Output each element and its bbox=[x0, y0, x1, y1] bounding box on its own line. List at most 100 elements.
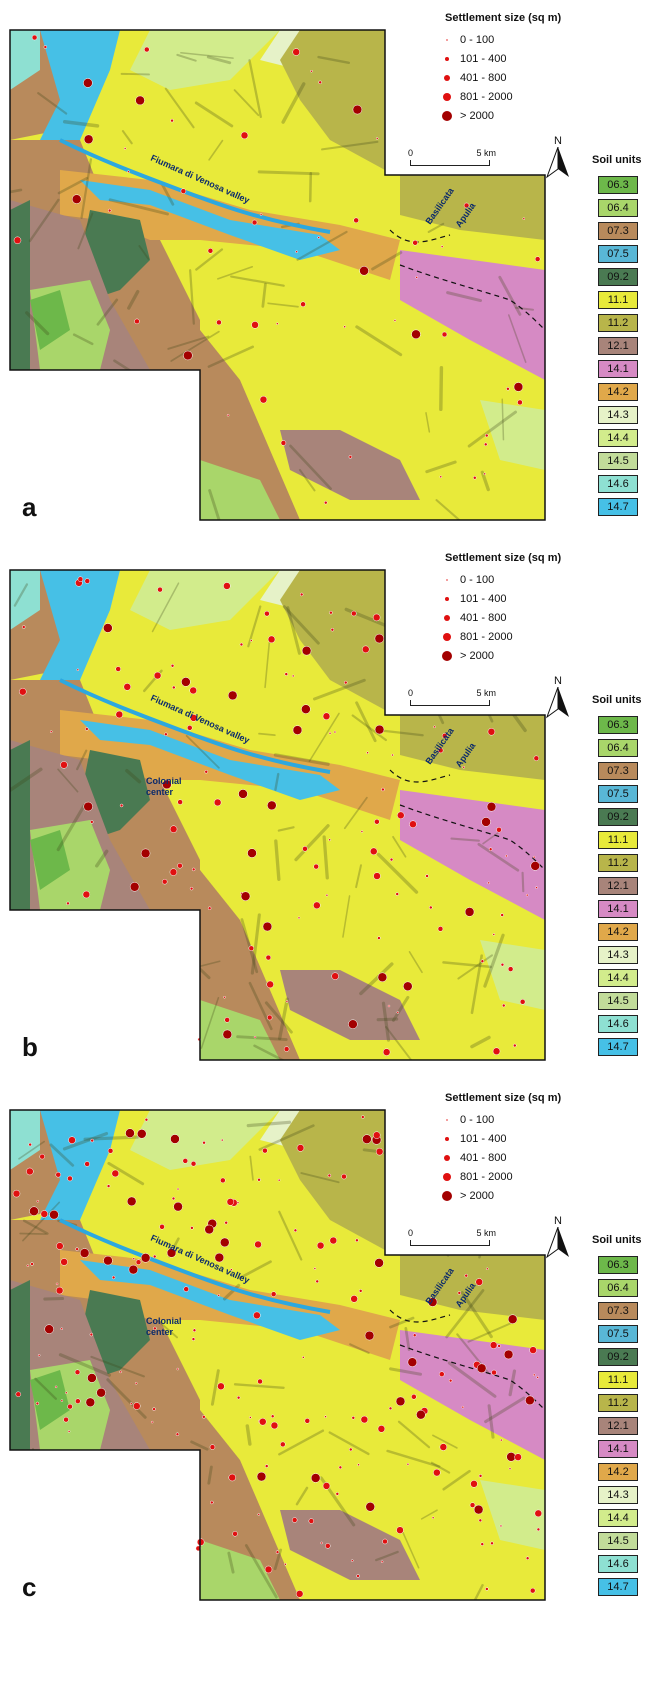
settlement-marker bbox=[251, 321, 259, 329]
settlement-marker bbox=[265, 954, 272, 961]
soil-unit-swatch: 14.3 bbox=[598, 406, 638, 424]
settlement-marker bbox=[374, 818, 380, 825]
settlement-marker bbox=[182, 1158, 189, 1164]
settlement-marker bbox=[37, 1354, 41, 1357]
settlement-marker bbox=[227, 690, 238, 701]
settlement-legend-item: 101 - 400 bbox=[440, 1131, 506, 1147]
settlement-marker bbox=[338, 1465, 343, 1470]
settlement-marker bbox=[530, 861, 540, 871]
settlement-marker bbox=[310, 1473, 321, 1483]
settlement-marker bbox=[49, 1209, 59, 1220]
settlement-size-swatch bbox=[440, 572, 454, 588]
north-label: N bbox=[554, 135, 562, 147]
settlement-marker bbox=[461, 1405, 465, 1409]
settlement-marker bbox=[135, 1259, 142, 1265]
settlement-marker bbox=[391, 753, 394, 757]
settlement-marker bbox=[79, 1248, 90, 1258]
settlement-marker bbox=[183, 350, 193, 361]
settlement-legend-item: 0 - 100 bbox=[440, 1112, 494, 1128]
settlement-marker bbox=[12, 1189, 21, 1198]
settlement-marker bbox=[359, 266, 369, 276]
settlement-marker bbox=[153, 671, 162, 680]
settlement-marker bbox=[77, 576, 84, 582]
settlement-marker bbox=[292, 725, 303, 735]
settlement-marker bbox=[320, 1541, 323, 1545]
settlement-marker bbox=[264, 610, 270, 617]
soil-unit-swatch: 07.5 bbox=[598, 785, 638, 803]
settlement-marker bbox=[153, 1326, 157, 1331]
settlement-marker bbox=[360, 1415, 369, 1424]
settlement-marker bbox=[223, 995, 226, 999]
settlement-marker bbox=[416, 1409, 426, 1420]
settlement-marker bbox=[115, 710, 124, 719]
settlement-marker bbox=[382, 1538, 388, 1545]
panel-label: a bbox=[22, 492, 37, 522]
settlement-marker bbox=[485, 1587, 489, 1591]
settlement-legend-item: 401 - 800 bbox=[440, 70, 506, 86]
settlement-marker bbox=[177, 862, 183, 869]
settlement-marker bbox=[322, 712, 331, 721]
settlement-marker bbox=[213, 798, 222, 807]
settlement-marker bbox=[534, 256, 541, 262]
settlement-marker bbox=[204, 1224, 214, 1235]
settlement-marker bbox=[315, 1279, 319, 1284]
settlement-marker bbox=[262, 1147, 268, 1154]
settlement-marker bbox=[254, 1240, 262, 1249]
settlement-marker bbox=[49, 730, 53, 733]
settlement-legend-item: 0 - 100 bbox=[440, 32, 494, 48]
north-arrow-icon: N bbox=[545, 1215, 571, 1260]
settlement-marker bbox=[75, 1247, 79, 1251]
settlement-marker bbox=[318, 80, 322, 85]
soil-unit-swatch: 06.3 bbox=[598, 716, 638, 734]
settlement-marker bbox=[299, 592, 304, 597]
settlement-marker bbox=[364, 1330, 375, 1341]
settlement-marker bbox=[15, 1391, 22, 1398]
settlement-marker bbox=[284, 1563, 287, 1566]
settlement-marker bbox=[308, 1518, 315, 1524]
settlement-marker bbox=[190, 1160, 197, 1167]
soil-unit-swatch: 14.3 bbox=[598, 1486, 638, 1504]
settlement-legend-label: 101 - 400 bbox=[460, 1133, 507, 1145]
settlement-marker bbox=[176, 1187, 180, 1191]
settlement-marker bbox=[361, 1115, 365, 1119]
settlement-marker bbox=[224, 1017, 230, 1023]
settlement-marker bbox=[172, 685, 176, 690]
settlement-marker bbox=[125, 1128, 135, 1138]
settlement-marker bbox=[514, 1453, 522, 1461]
settlement-marker bbox=[202, 1140, 206, 1145]
settlement-marker bbox=[267, 635, 276, 644]
settlement-marker bbox=[83, 801, 93, 812]
settlement-marker bbox=[343, 325, 346, 328]
settlement-marker bbox=[519, 999, 526, 1005]
settlement-size-swatch bbox=[440, 648, 454, 664]
settlement-marker bbox=[162, 779, 172, 790]
settlement-size-swatch bbox=[440, 1188, 454, 1204]
settlement-marker bbox=[284, 672, 289, 676]
settlement-marker bbox=[68, 1136, 76, 1144]
settlement-size-swatch bbox=[440, 89, 454, 105]
settlement-size-swatch bbox=[440, 1150, 454, 1166]
settlement-marker bbox=[276, 322, 279, 325]
settlement-marker bbox=[439, 475, 443, 479]
soil-unit-swatch: 11.1 bbox=[598, 1371, 638, 1389]
settlement-marker bbox=[374, 724, 385, 735]
soil-unit-swatch: 14.3 bbox=[598, 946, 638, 964]
settlement-marker bbox=[170, 118, 174, 123]
settlement-marker bbox=[250, 639, 253, 642]
settlement-marker bbox=[13, 236, 22, 245]
settlement-marker bbox=[140, 1253, 151, 1263]
settlement-marker bbox=[183, 1286, 189, 1292]
soil-unit-swatch: 14.1 bbox=[598, 360, 638, 378]
settlement-marker bbox=[285, 1000, 289, 1003]
settlement-marker bbox=[292, 48, 300, 56]
settlement-marker bbox=[159, 1224, 165, 1230]
settlement-marker bbox=[395, 1396, 406, 1407]
settlement-marker bbox=[137, 1129, 147, 1139]
settlement-legend-title: Settlement size (sq m) bbox=[445, 552, 562, 564]
settlement-marker bbox=[313, 1267, 317, 1270]
settlement-marker bbox=[533, 1373, 536, 1377]
map-panel-b: Fiumara di Venosa valley Basilicata Apulia… bbox=[0, 540, 645, 1110]
settlement-marker bbox=[330, 627, 335, 632]
settlement-marker bbox=[316, 1241, 325, 1250]
